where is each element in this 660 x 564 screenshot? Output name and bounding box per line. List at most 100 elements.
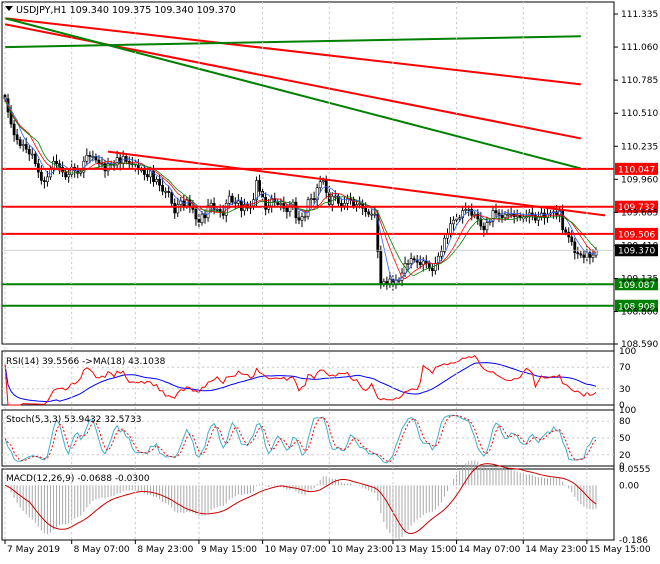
candle-body (15, 134, 19, 140)
candle-body (106, 163, 110, 172)
stoch-y-tick-label: 0 (619, 462, 625, 472)
candle-body (579, 253, 583, 256)
stoch-y-tick-label: 50 (619, 434, 631, 444)
trend-line (4, 17, 581, 86)
dropdown-triangle-icon[interactable] (5, 6, 13, 11)
price-y-tick-label: 110.510 (621, 109, 658, 119)
candle-body (309, 198, 313, 201)
candle-body (143, 169, 146, 175)
candle-body (115, 157, 119, 166)
candle-body (264, 197, 268, 210)
ma-short-line (4, 96, 597, 282)
stoch-y-tick-label: 20 (619, 451, 631, 461)
candle-body (161, 185, 165, 192)
candle-body (100, 163, 104, 165)
candle-body (406, 263, 410, 265)
candle-body (582, 254, 586, 258)
price-y-tick-label: 111.335 (621, 10, 658, 20)
candle-body (158, 179, 161, 186)
price-series-layer (3, 92, 598, 291)
stoch-y-tick-label: 100 (619, 406, 636, 416)
candle-body (200, 213, 204, 223)
level-price-label: 109.506 (618, 230, 655, 240)
candle-body (588, 252, 592, 258)
candle-body (370, 213, 374, 216)
level-price-tag (615, 227, 658, 240)
trend-line (4, 35, 581, 49)
current-price-label: 109.370 (618, 247, 655, 257)
price-y-tick-label: 108.860 (621, 308, 658, 318)
candle-body (55, 160, 58, 164)
candle-body (458, 217, 462, 220)
candle-body (491, 210, 495, 222)
candle-body (476, 213, 480, 220)
price-y-tick-label: 109.960 (621, 175, 658, 185)
candle-body (303, 216, 307, 218)
candle-body (218, 209, 222, 213)
rsi-y-tick-label: 100 (619, 347, 636, 357)
candle-body (494, 210, 498, 214)
level-price-tag (615, 200, 658, 213)
candle-body (340, 203, 343, 207)
candle-body (297, 217, 301, 221)
level-price-tag (615, 299, 658, 312)
macd-y-tick-label: 0.00 (619, 481, 639, 491)
x-tick-label: 8 May 23:00 (137, 545, 193, 555)
rsi-ma-line (4, 362, 597, 402)
x-tick-label: 15 May 15:00 (589, 545, 651, 555)
candle-body (67, 174, 71, 178)
candle-body (230, 195, 234, 203)
candle-body (300, 216, 304, 221)
x-tick-label: 14 May 07:00 (459, 545, 521, 555)
price-y-tick-label: 109.135 (621, 274, 658, 284)
candle-body (388, 278, 392, 285)
candle-body (321, 180, 325, 183)
candle-body (367, 211, 371, 215)
candle-body (46, 176, 49, 183)
candle-body (449, 223, 452, 234)
candle-body (170, 192, 174, 204)
price-y-tick-label: 110.785 (621, 76, 658, 86)
candle-body (255, 180, 258, 201)
candle-body (203, 213, 207, 219)
candle-body (533, 215, 537, 221)
price-y-tick-label: 109.685 (621, 208, 658, 218)
candle-body (433, 263, 437, 271)
level-price-tag (615, 162, 658, 175)
candle-body (112, 164, 116, 167)
level-price-tag (615, 278, 658, 291)
candle-body (570, 236, 574, 243)
candle-body (412, 258, 416, 261)
trend-line (107, 150, 606, 217)
candle-body (515, 215, 519, 217)
candle-body (27, 148, 31, 155)
x-tick-label: 10 May 07:00 (265, 545, 327, 555)
rsi-y-tick-label: 30 (619, 385, 631, 395)
candle-body (470, 209, 474, 216)
candle-body (279, 203, 283, 205)
x-tick-label: 8 May 07:00 (74, 545, 130, 555)
rsi-y-tick-label: 0 (619, 401, 625, 411)
candle-body (209, 203, 213, 207)
candle-body (482, 225, 486, 231)
stoch-label: Stoch(5,3,3) 53.9432 32.5733 (6, 415, 141, 425)
candle-body (358, 203, 362, 205)
macd-y-tick-label: -0.186 (619, 536, 648, 546)
rsi-pane (1, 350, 615, 406)
candle-body (88, 154, 92, 157)
candle-body (12, 123, 16, 136)
candle-body (318, 181, 322, 189)
candle-body (373, 213, 377, 216)
candle-body (312, 198, 316, 201)
level-price-label: 109.732 (618, 203, 655, 213)
macd-y-tick-label: 0.0555 (619, 465, 651, 475)
price-y-tick-label: 109.410 (621, 241, 658, 251)
x-tick-label: 13 May 15:00 (395, 545, 457, 555)
level-price-label: 110.047 (618, 165, 655, 175)
rsi-y-tick-label: 70 (619, 363, 631, 373)
candle-body (294, 201, 298, 219)
price-y-tick-label: 110.235 (621, 142, 658, 152)
x-tick-label: 10 May 23:00 (331, 545, 393, 555)
